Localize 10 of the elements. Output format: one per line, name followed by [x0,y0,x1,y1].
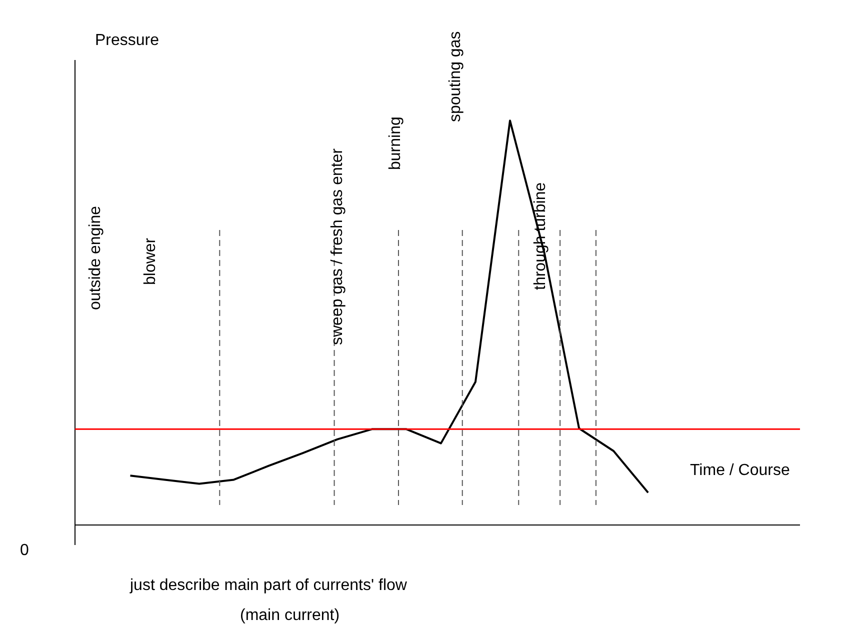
annotation: sweep gas / fresh gas enter [329,148,346,345]
annotation: blower [142,237,159,285]
text: (main current) [240,607,340,624]
annotation: burning [387,116,404,170]
text: outside engine [87,206,104,310]
x-axis-title: Time / Course [690,462,790,479]
text: 0 [20,542,29,559]
annotation: spouting gas [447,31,464,122]
text: just describe main part of currents' flow [129,577,408,594]
y-axis-title: Pressure [95,32,160,49]
